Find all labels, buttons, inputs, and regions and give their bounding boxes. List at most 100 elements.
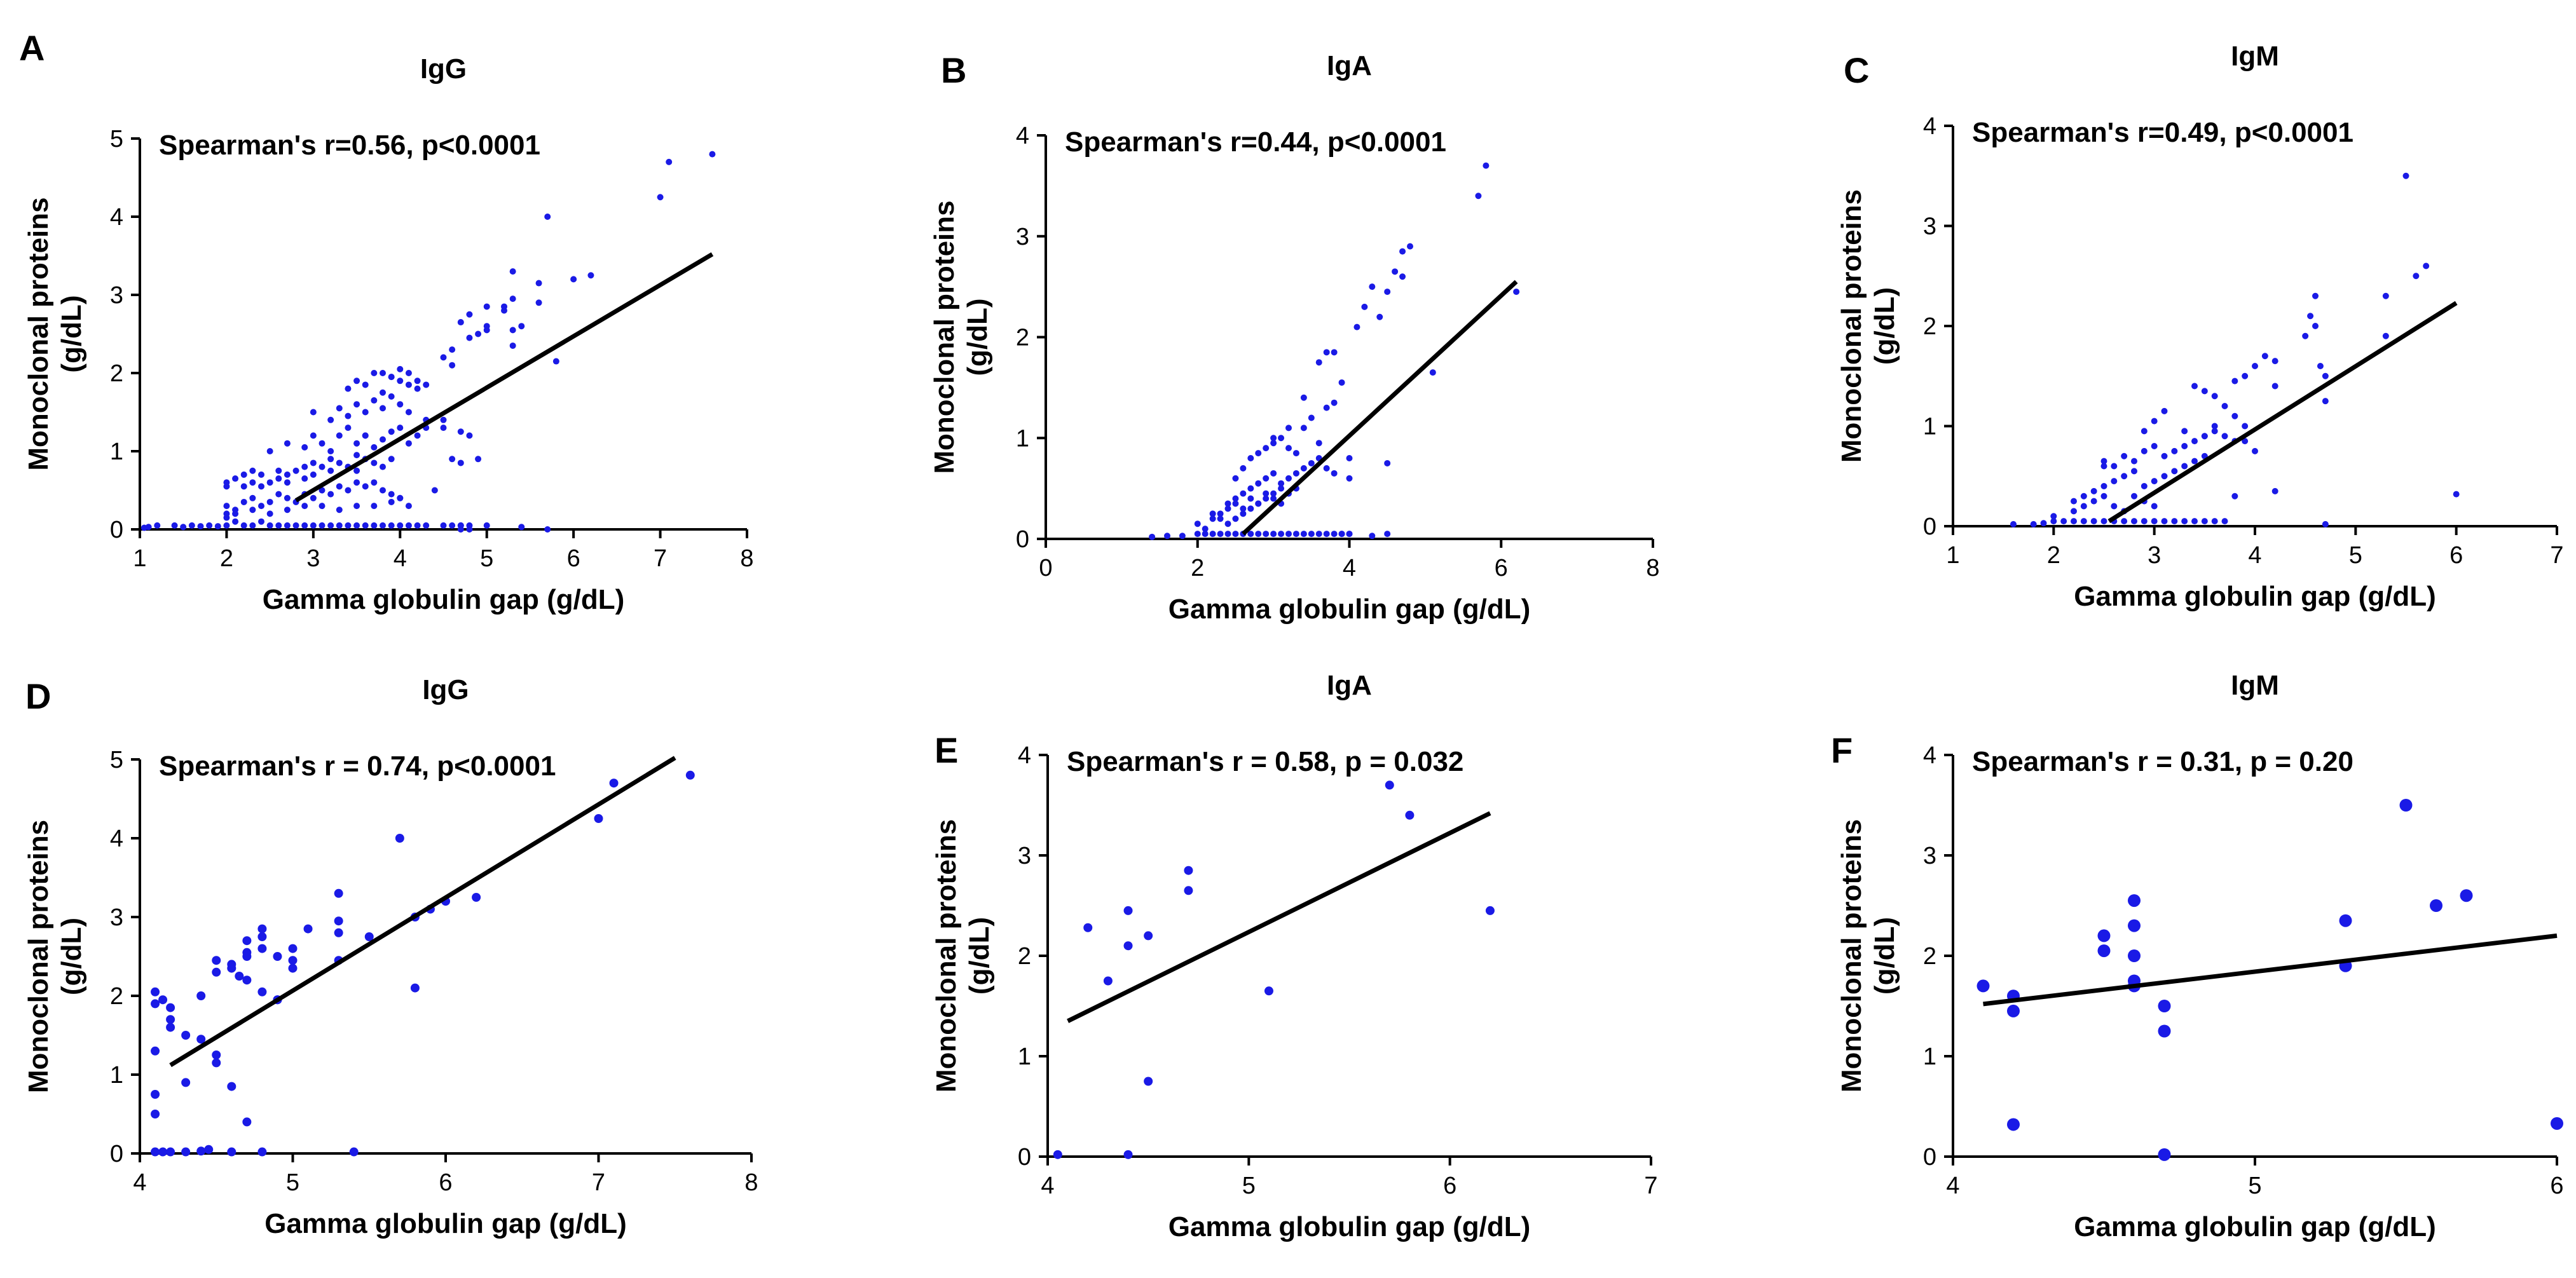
y-tick-label: 1: [1923, 1043, 1936, 1070]
data-point: [1323, 465, 1330, 472]
y-axis-title: Monoclonal proteins(g/dL): [23, 197, 87, 470]
data-point: [2100, 483, 2107, 489]
data-point: [509, 296, 516, 303]
data-point: [345, 522, 352, 529]
data-point: [2131, 518, 2137, 525]
data-point: [1247, 505, 1254, 512]
data-point: [1361, 303, 1368, 310]
data-point: [2211, 428, 2218, 435]
data-point: [362, 483, 369, 490]
data-point: [2171, 468, 2178, 475]
x-tick-label: 8: [1646, 555, 1659, 581]
data-point: [1224, 505, 1231, 512]
data-point: [154, 522, 161, 529]
data-point: [1338, 379, 1345, 386]
data-point: [1247, 531, 1254, 538]
y-tick-label: 4: [1018, 742, 1031, 769]
x-tick-label: 6: [439, 1169, 452, 1196]
data-point: [212, 967, 221, 977]
data-point: [431, 487, 438, 494]
data-point: [2307, 313, 2314, 320]
data-point: [1384, 459, 1391, 466]
data-point: [288, 944, 298, 953]
data-point: [242, 952, 252, 961]
y-tick-label: 5: [110, 126, 123, 153]
x-axis-title: Gamma globulin gap (g/dL): [1168, 594, 1531, 625]
data-point: [1292, 531, 1299, 538]
data-point: [449, 522, 456, 529]
y-tick-label: 4: [1016, 123, 1029, 149]
data-point: [204, 1145, 214, 1154]
scatter-points: [140, 151, 716, 533]
x-tick-label: 4: [394, 545, 407, 572]
data-point: [2271, 383, 2278, 390]
data-point: [388, 428, 395, 435]
data-point: [362, 409, 369, 416]
data-point: [158, 995, 168, 1005]
x-tick-label: 2: [1191, 555, 1204, 581]
data-point: [1053, 1150, 1062, 1159]
data-point: [275, 467, 282, 474]
data-point: [501, 303, 507, 310]
data-point: [1300, 531, 1307, 538]
data-point: [1209, 515, 1216, 522]
data-point: [1384, 531, 1391, 538]
data-point: [1369, 533, 1376, 540]
data-point: [1429, 369, 1436, 376]
data-point: [1232, 495, 1239, 502]
data-point: [1164, 533, 1170, 540]
data-point: [2128, 919, 2141, 932]
data-point: [171, 522, 178, 529]
data-point: [353, 503, 360, 510]
data-point: [1285, 531, 1292, 538]
data-point: [2100, 463, 2107, 470]
data-point: [1263, 495, 1270, 502]
chart-title: IgM: [2231, 670, 2279, 701]
data-point: [2080, 518, 2087, 525]
y-tick-label: 2: [1923, 313, 1936, 340]
data-point: [151, 999, 160, 1009]
data-point: [2007, 1118, 2020, 1131]
data-point: [1392, 268, 1399, 275]
regression-line: [1067, 811, 1491, 1023]
data-point: [1247, 495, 1254, 502]
data-point: [257, 1147, 267, 1157]
data-point: [1184, 886, 1193, 895]
data-point: [1353, 323, 1360, 330]
data-point: [223, 479, 230, 486]
data-point: [2181, 443, 2188, 449]
data-point: [336, 522, 343, 529]
data-point: [2242, 423, 2249, 430]
data-point: [240, 483, 247, 490]
data-point: [414, 377, 421, 384]
data-point: [232, 518, 239, 525]
data-point: [440, 354, 447, 361]
spearman-annotation: Spearman's r = 0.58, p = 0.032: [1067, 746, 1463, 777]
data-point: [2322, 372, 2329, 379]
scatter-points: [2010, 172, 2460, 527]
data-point: [1369, 283, 1376, 290]
data-point: [2211, 518, 2218, 525]
data-point: [380, 487, 386, 494]
data-point: [1255, 531, 1262, 538]
data-point: [1285, 425, 1292, 432]
data-point: [284, 479, 291, 486]
x-tick-label: 6: [1495, 555, 1508, 581]
data-point: [2460, 889, 2473, 902]
data-point: [310, 471, 317, 478]
scatter-points: [151, 770, 695, 1157]
data-point: [249, 479, 256, 486]
data-point: [235, 972, 244, 981]
data-point: [2111, 478, 2118, 485]
y-axis-title: Monoclonal proteins(g/dL): [1836, 189, 1900, 463]
data-point: [2128, 894, 2141, 908]
y-tick-label: 2: [110, 360, 123, 387]
data-point: [594, 814, 603, 823]
data-point: [1376, 313, 1383, 320]
data-point: [2090, 498, 2097, 505]
x-tick-label: 5: [2248, 1173, 2261, 1199]
data-point: [336, 432, 343, 439]
data-point: [2080, 503, 2087, 510]
x-tick-label: 3: [306, 545, 320, 572]
